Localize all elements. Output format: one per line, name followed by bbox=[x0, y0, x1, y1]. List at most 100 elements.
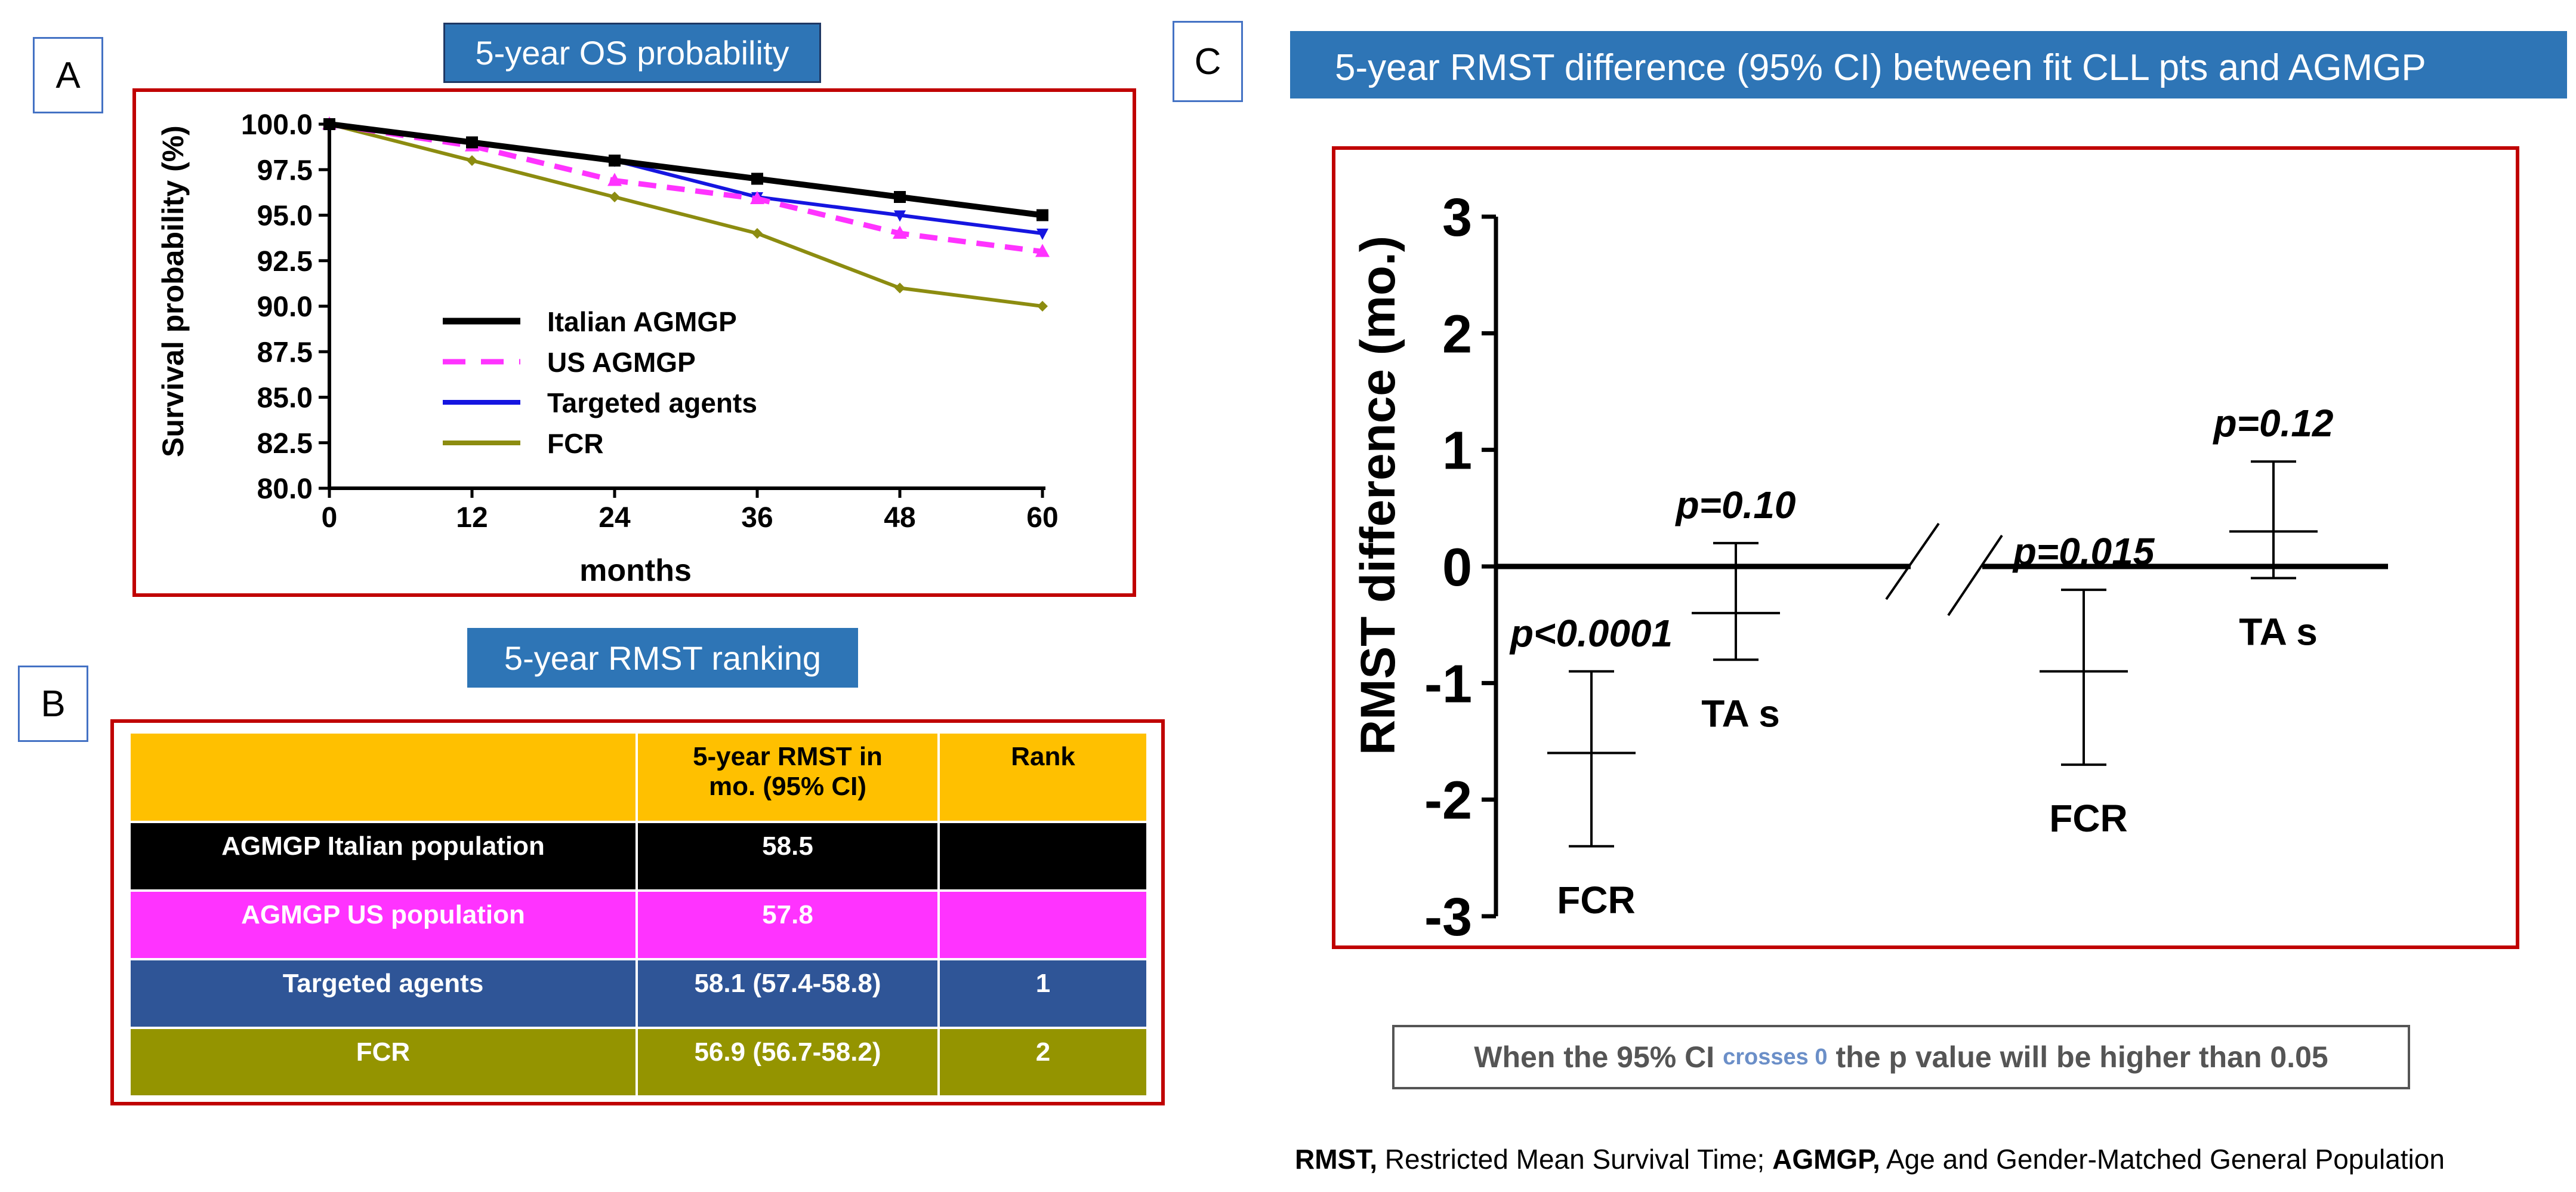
os-line-chart: Survival probability (%) months 100.0 97.… bbox=[156, 109, 1059, 588]
c-axis-break-mark bbox=[1885, 522, 1940, 600]
a-y-tick-label: 92.5 bbox=[257, 246, 313, 278]
c-y-tick-label: 0 bbox=[1442, 538, 1472, 597]
c-p-value-label: p<0.0001 bbox=[1509, 612, 1673, 655]
a-data-point bbox=[1037, 301, 1048, 312]
row-label: AGMGP US population bbox=[128, 889, 638, 960]
a-x-tick-label: 36 bbox=[741, 502, 773, 534]
c-p-value-label: p=0.12 bbox=[2212, 402, 2333, 445]
a-series-line-italian-agmgp bbox=[329, 121, 1043, 218]
row-rmst: 58.1 (57.4-58.8) bbox=[635, 958, 940, 1029]
c-treatment-label: FCR bbox=[2049, 797, 2128, 840]
a-data-point bbox=[894, 191, 906, 203]
c-p-value-label: p=0.015 bbox=[2012, 530, 2155, 573]
note-text-after: the p value will be higher than 0.05 bbox=[1835, 1040, 2328, 1074]
c-y-tick-label: 2 bbox=[1442, 304, 1472, 364]
row-rank: 2 bbox=[937, 1027, 1149, 1098]
footnote-agmgp-abbr: AGMGP, bbox=[1772, 1144, 1880, 1175]
a-x-tick-label: 60 bbox=[1026, 502, 1058, 534]
note-highlight: crosses 0 bbox=[1723, 1044, 1828, 1070]
panel-label-a-text: A bbox=[55, 54, 81, 96]
abbreviation-footnote: RMST, Restricted Mean Survival Time; AGM… bbox=[1295, 1143, 2445, 1175]
a-x-tick-label: 48 bbox=[884, 502, 915, 534]
a-y-axis-label: Survival probability (%) bbox=[156, 125, 190, 457]
a-y-tick-label: 85.0 bbox=[257, 383, 313, 414]
a-series-line-fcr bbox=[329, 122, 1043, 308]
c-axis-break-mark bbox=[1947, 534, 2003, 617]
footnote-rmst-abbr: RMST, bbox=[1295, 1144, 1377, 1175]
a-legend-label: US AGMGP bbox=[547, 347, 696, 378]
panel-c-title: 5-year RMST difference (95% CI) between … bbox=[1290, 31, 2567, 98]
table-row: Targeted agents 58.1 (57.4-58.8) 1 bbox=[128, 958, 1149, 1029]
row-rmst: 56.9 (56.7-58.2) bbox=[635, 1027, 940, 1098]
a-x-tick-label: 24 bbox=[599, 502, 631, 534]
c-p-value-label: p=0.10 bbox=[1674, 483, 1796, 526]
a-y-tick-label: 95.0 bbox=[257, 201, 313, 232]
a-data-point bbox=[609, 155, 621, 167]
panel-c-frame bbox=[1332, 146, 2519, 949]
c-treatment-label: TA s bbox=[2239, 611, 2318, 654]
row-rank: 1 bbox=[937, 958, 1149, 1029]
panel-label-b-text: B bbox=[41, 683, 66, 725]
a-x-tick-label: 12 bbox=[456, 502, 488, 534]
a-data-point bbox=[751, 173, 763, 185]
row-label: AGMGP Italian population bbox=[128, 821, 638, 892]
c-y-axis-label: RMST difference (mo.) bbox=[1351, 236, 1405, 755]
rmst-ranking-table: 5-year RMST in mo. (95% CI) Rank AGMGP I… bbox=[128, 731, 1149, 1098]
panel-a-title-text: 5-year OS probability bbox=[475, 34, 789, 72]
interpretation-note: When the 95% CI crosses 0 the p value wi… bbox=[1392, 1025, 2410, 1089]
row-rmst: 58.5 bbox=[635, 821, 940, 892]
panel-a-frame bbox=[132, 88, 1136, 597]
c-y-tick-label: -3 bbox=[1424, 888, 1472, 947]
header-cell-rmst: 5-year RMST in mo. (95% CI) bbox=[635, 731, 940, 823]
header-cell-empty bbox=[128, 731, 638, 823]
panel-b-title-text: 5-year RMST ranking bbox=[504, 639, 822, 677]
a-data-point bbox=[750, 191, 764, 205]
c-y-tick-label: -1 bbox=[1424, 654, 1472, 714]
panel-b-title: 5-year RMST ranking bbox=[467, 628, 858, 688]
a-data-point bbox=[466, 136, 478, 149]
row-rank bbox=[937, 889, 1149, 960]
a-data-point bbox=[1036, 209, 1048, 221]
c-y-tick-label: 1 bbox=[1442, 421, 1472, 481]
table-row: FCR 56.9 (56.7-58.2) 2 bbox=[128, 1027, 1149, 1098]
a-x-axis-label: months bbox=[579, 553, 692, 588]
a-legend-label: Targeted agents bbox=[547, 387, 757, 418]
a-data-point bbox=[894, 282, 905, 294]
c-y-tick-label: 3 bbox=[1442, 188, 1472, 248]
a-data-point bbox=[1035, 244, 1050, 257]
panel-c-title-text: 5-year RMST difference (95% CI) between … bbox=[1335, 47, 2426, 88]
c-treatment-label: FCR bbox=[1557, 879, 1636, 922]
row-rmst: 57.8 bbox=[635, 889, 940, 960]
panel-label-b: B bbox=[18, 666, 88, 742]
panel-a-title: 5-year OS probability bbox=[443, 23, 821, 83]
c-treatment-label: TA s bbox=[1701, 692, 1780, 735]
row-label: Targeted agents bbox=[128, 958, 638, 1029]
table-row: AGMGP US population 57.8 bbox=[128, 889, 1149, 960]
table-row: AGMGP Italian population 58.5 bbox=[128, 821, 1149, 892]
panel-label-c: C bbox=[1173, 21, 1243, 102]
a-x-tick-label: 0 bbox=[322, 502, 338, 534]
note-text-before: When the 95% CI bbox=[1474, 1040, 1715, 1074]
row-rank bbox=[937, 821, 1149, 892]
header-cell-rank: Rank bbox=[937, 731, 1149, 823]
footnote-agmgp-text: Age and Gender-Matched General Populatio… bbox=[1880, 1144, 2445, 1175]
table-header-row: 5-year RMST in mo. (95% CI) Rank bbox=[128, 731, 1149, 823]
a-data-point bbox=[609, 192, 620, 202]
a-y-tick-label: 87.5 bbox=[257, 337, 313, 368]
a-y-tick-label: 80.0 bbox=[257, 473, 313, 505]
a-y-tick-label: 82.5 bbox=[257, 428, 313, 460]
a-data-point bbox=[752, 228, 763, 239]
a-data-point bbox=[323, 118, 335, 130]
a-data-point bbox=[607, 173, 622, 186]
a-legend-label: FCR bbox=[547, 428, 604, 459]
footnote-rmst-text: Restricted Mean Survival Time; bbox=[1377, 1144, 1773, 1175]
c-y-tick-label: -2 bbox=[1424, 771, 1472, 831]
panel-label-a: A bbox=[33, 37, 103, 113]
row-label: FCR bbox=[128, 1027, 638, 1098]
a-y-tick-label: 97.5 bbox=[257, 155, 313, 186]
a-data-point bbox=[467, 155, 477, 166]
a-y-tick-label: 100.0 bbox=[241, 109, 313, 141]
a-data-point bbox=[893, 226, 907, 239]
a-y-tick-label: 90.0 bbox=[257, 291, 313, 323]
panel-label-c-text: C bbox=[1194, 41, 1221, 82]
